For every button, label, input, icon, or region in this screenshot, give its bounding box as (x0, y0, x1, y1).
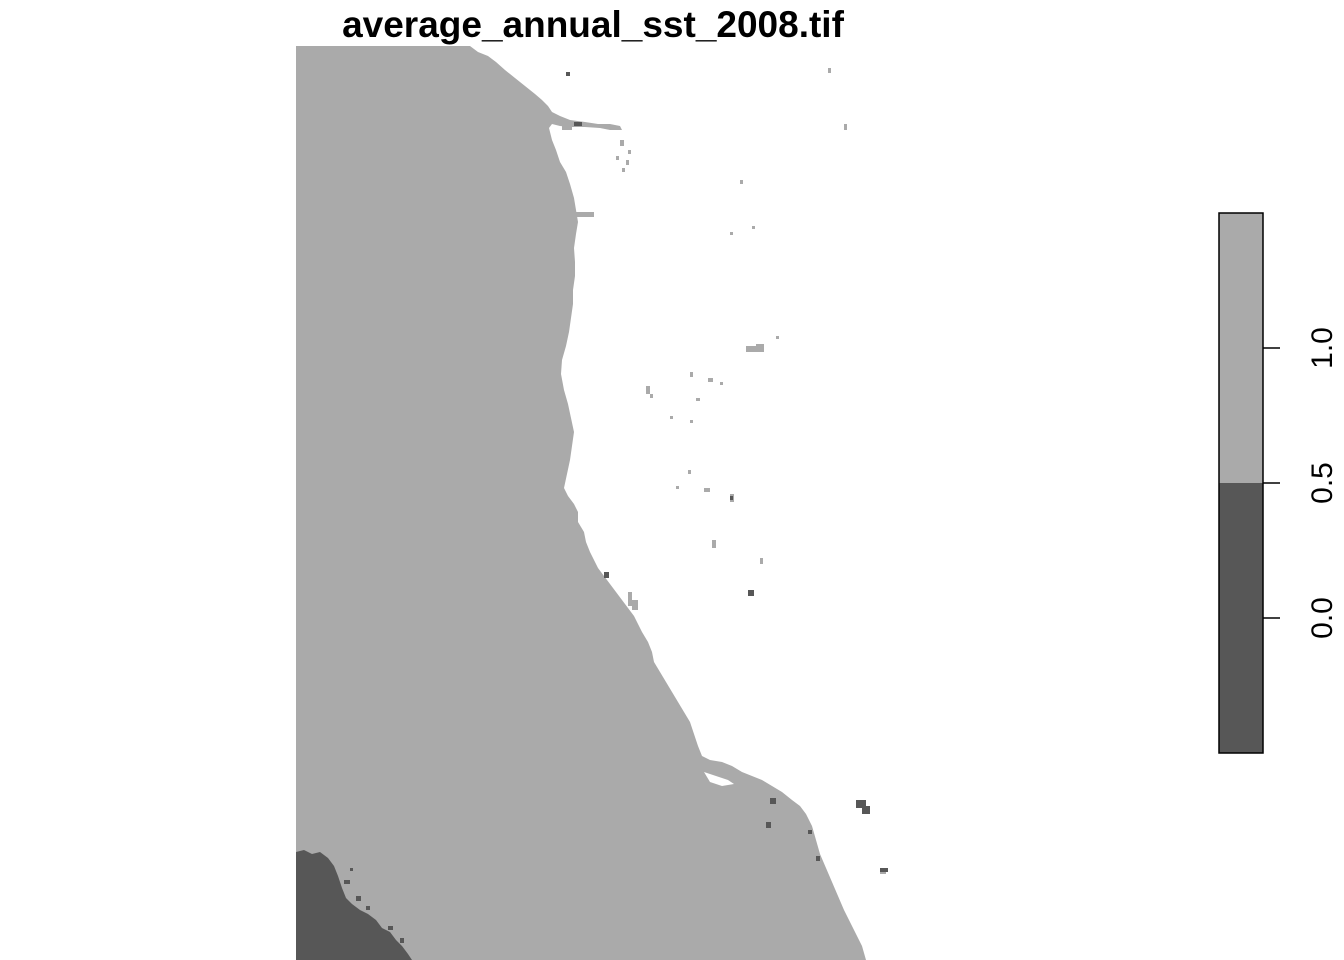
legend-color-blocks (1219, 213, 1263, 753)
legend-block-0 (1219, 483, 1263, 753)
raster-layer (296, 46, 888, 960)
raster-value-1-specks (562, 68, 886, 874)
raster-value-0-specks (566, 72, 888, 872)
legend-tick-label: 1.0 (1306, 327, 1339, 369)
plot-title: average_annual_sst_2008.tif (342, 4, 844, 45)
legend-block-1 (1219, 213, 1263, 483)
raster-value-1-region (296, 46, 866, 960)
raster-value-0-region (296, 850, 412, 960)
raster-land-inlet (546, 66, 612, 118)
raster-land-inlet (704, 772, 734, 786)
legend-tick-label: 0.0 (1306, 597, 1339, 639)
legend-tick-label: 0.5 (1306, 462, 1339, 504)
legend-ticks: 0.0 0.5 1.0 (1263, 327, 1339, 639)
raster-value-0-edge-specks (344, 868, 404, 943)
legend: 0.0 0.5 1.0 (1218, 212, 1339, 754)
